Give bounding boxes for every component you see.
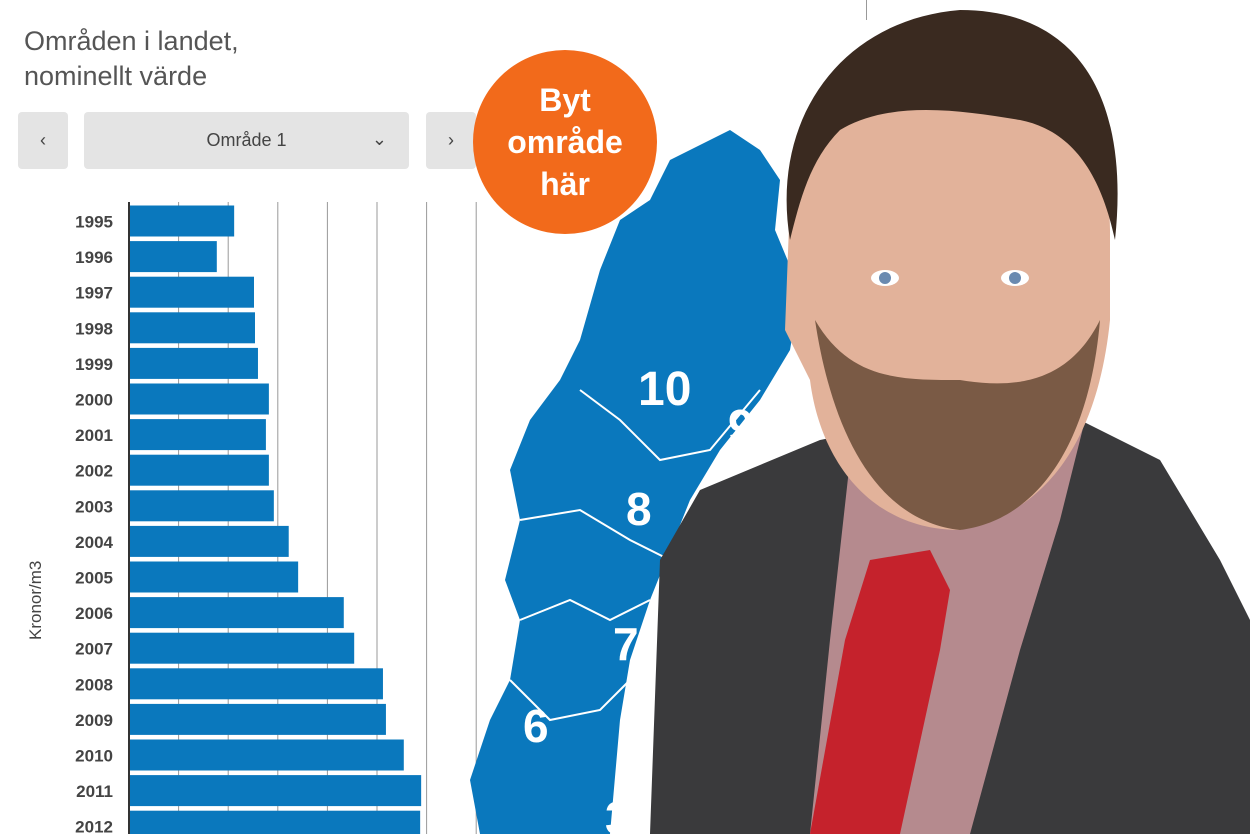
y-tick-label: 2001	[75, 426, 113, 445]
area-label-3[interactable]: 3	[605, 792, 631, 834]
selected-area: Område 1	[206, 130, 287, 150]
y-tick-label: 1998	[75, 319, 113, 338]
y-tick-label: 2000	[75, 391, 113, 410]
y-tick-label: 1996	[75, 248, 113, 267]
y-axis-label: Kronor/m3	[26, 560, 45, 640]
y-tick-label: 2002	[75, 462, 113, 481]
bar-2006[interactable]	[130, 597, 344, 629]
callout-line-1: Byt	[539, 82, 591, 118]
bar-1999[interactable]	[130, 347, 258, 379]
bar-2005[interactable]	[130, 561, 299, 593]
area-label-9[interactable]: 9	[728, 400, 754, 452]
bar-chart: 1995 1996 1997 1998 1999 2000 2001 2002 2003 2004…	[75, 202, 477, 834]
y-tick-label: 2003	[75, 497, 113, 516]
bar-2008[interactable]	[130, 668, 383, 700]
bar-2002[interactable]	[130, 454, 269, 486]
area-select[interactable]: Område 1 ⌄	[84, 112, 409, 169]
bar-2012[interactable]	[130, 810, 421, 834]
y-tick-label: 1999	[75, 355, 113, 374]
bar-1995[interactable]	[130, 205, 235, 237]
bar-1998[interactable]	[130, 312, 255, 344]
title-line-1: Områden i landet,	[24, 26, 239, 56]
callout-line-2: område	[507, 124, 623, 160]
beard	[815, 320, 1100, 530]
bar-2001[interactable]	[130, 419, 266, 451]
y-tick-label: 1995	[75, 213, 113, 232]
bar-2009[interactable]	[130, 703, 386, 735]
y-tick-label: 2010	[75, 747, 113, 766]
person-photo	[650, 10, 1250, 834]
y-tick-label: 2004	[75, 533, 113, 552]
map-shape	[470, 130, 800, 834]
y-tick-label: 1997	[75, 284, 113, 303]
bar-2004[interactable]	[130, 525, 289, 557]
y-tick-label: 2009	[75, 711, 113, 730]
y-tick-label: 2008	[75, 675, 113, 694]
area-label-6[interactable]: 6	[523, 700, 549, 752]
change-area-callout[interactable]: Byt område här	[473, 50, 657, 234]
area-label-7[interactable]: 7	[613, 618, 639, 670]
chevron-left-icon: ‹	[40, 130, 46, 150]
hair	[786, 10, 1118, 240]
bar-2000[interactable]	[130, 383, 269, 415]
sweden-map[interactable]: 10 9 8 7 6 3	[460, 120, 820, 834]
area-label-8[interactable]: 8	[626, 483, 652, 535]
y-tick-label: 2006	[75, 604, 113, 623]
bar-1996[interactable]	[130, 241, 217, 273]
y-tick-label: 2011	[76, 782, 113, 801]
title-line-2: nominellt värde	[24, 61, 208, 91]
bar-2010[interactable]	[130, 739, 404, 771]
chevron-down-icon: ⌄	[371, 129, 387, 149]
tie	[810, 550, 950, 834]
divider	[866, 0, 867, 20]
callout-line-3: här	[540, 166, 590, 202]
bar-2011[interactable]	[130, 775, 422, 807]
chart-title: Områden i landet, nominellt värde	[24, 24, 239, 94]
bar-2003[interactable]	[130, 490, 274, 522]
next-area-button[interactable]: ›	[426, 112, 476, 169]
chevron-right-icon: ›	[448, 130, 454, 150]
area-label-10[interactable]: 10	[638, 363, 691, 416]
bar-2007[interactable]	[130, 632, 355, 664]
previous-area-button[interactable]: ‹	[18, 112, 68, 169]
bar-1997[interactable]	[130, 276, 254, 308]
y-tick-label: 2012	[75, 818, 113, 834]
y-tick-label: 2005	[75, 569, 113, 588]
y-tick-label: 2007	[75, 640, 113, 659]
